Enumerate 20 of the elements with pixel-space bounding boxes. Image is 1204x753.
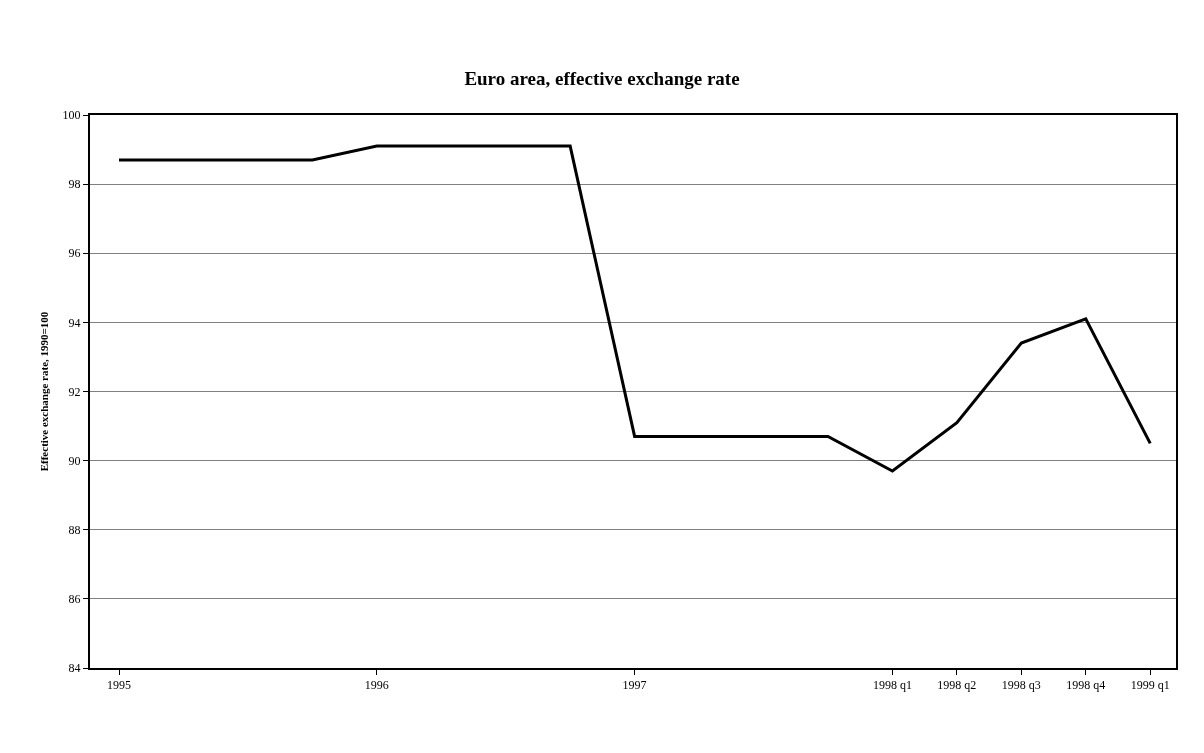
y-tick-label: 86 [68, 592, 81, 607]
x-tick-label: 1998 q1 [872, 678, 912, 693]
chart-title: Euro area, effective exchange rate [464, 67, 740, 89]
x-tick-label: 1996 [364, 678, 389, 693]
x-tick-label: 1998 q4 [1066, 678, 1106, 693]
y-tick-label: 96 [68, 246, 81, 261]
y-axis-title: Effective exchange rate, 1990=100 [37, 311, 50, 472]
line-series [117, 144, 1152, 473]
y-tick-label: 94 [68, 315, 81, 330]
x-tick-label: 1998 q2 [937, 678, 977, 693]
y-tick-label: 100 [62, 108, 81, 123]
x-tick-label: 1998 q3 [1001, 678, 1041, 693]
y-tick-label: 84 [68, 661, 81, 676]
y-tick-label: 90 [68, 453, 81, 468]
y-tick-label: 92 [68, 384, 81, 399]
y-tick-label: 98 [68, 177, 81, 192]
x-tick-label: 1999 q1 [1130, 678, 1170, 693]
x-tick-label: 1995 [107, 678, 131, 693]
y-tick-label: 88 [68, 522, 81, 537]
x-tick-label: 1997 [622, 678, 647, 693]
